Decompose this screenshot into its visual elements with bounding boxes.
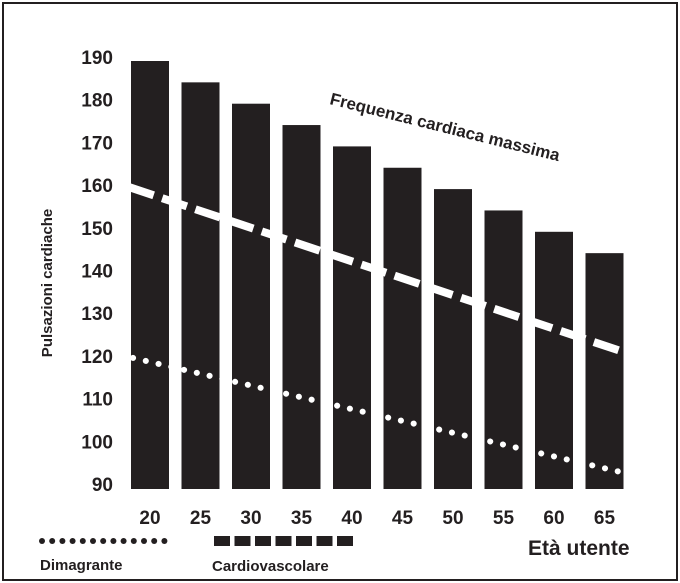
bars-group <box>131 61 624 490</box>
bar-50 <box>434 189 472 489</box>
x-tick-35: 35 <box>291 508 313 529</box>
x-tick-20: 20 <box>139 508 160 529</box>
legend-dot <box>39 538 45 544</box>
y-axis-label: Pulsazioni cardiache <box>39 209 56 357</box>
bar-30 <box>232 103 270 489</box>
y-tick-110: 110 <box>82 390 113 411</box>
legend-cardiovascolare-swatch <box>214 536 353 546</box>
y-tick-150: 150 <box>81 219 113 240</box>
bar-35 <box>282 125 321 490</box>
x-tick-30: 30 <box>240 508 261 529</box>
legend-dot <box>100 538 107 544</box>
y-tick-120: 120 <box>81 347 113 368</box>
legend-dot <box>120 538 127 544</box>
legend-dimagrante-label: Dimagrante <box>40 557 123 574</box>
legend-dot <box>130 538 137 544</box>
legend-dot <box>90 538 96 544</box>
legend-dot <box>161 538 168 544</box>
legend: Dimagrante Cardiovascolare <box>39 536 353 575</box>
y-tick-130: 130 <box>81 304 113 325</box>
x-tick-55: 55 <box>493 508 515 529</box>
y-tick-140: 140 <box>81 262 113 283</box>
y-tick-90: 90 <box>92 475 113 496</box>
legend-dash <box>337 536 353 546</box>
dimagrante-line <box>130 354 675 488</box>
legend-dot <box>69 538 76 544</box>
x-tick-65: 65 <box>594 508 616 529</box>
bar-65 <box>585 253 624 489</box>
x-tick-40: 40 <box>341 508 362 529</box>
lines-group <box>127 183 675 488</box>
legend-dash <box>316 536 333 546</box>
x-tick-45: 45 <box>392 508 414 529</box>
bar-60 <box>535 231 573 490</box>
legend-dash <box>255 536 271 546</box>
legend-dash <box>296 536 312 546</box>
legend-dimagrante-swatch <box>39 538 168 544</box>
x-axis-label: Età utente <box>528 537 630 560</box>
legend-dot <box>59 538 66 544</box>
legend-dash <box>275 536 292 546</box>
bar-40 <box>333 146 371 489</box>
x-tick-60: 60 <box>543 508 564 529</box>
legend-cardiovascolare-label: Cardiovascolare <box>212 558 329 575</box>
legend-dot <box>151 538 158 544</box>
y-tick-180: 180 <box>81 91 113 112</box>
legend-dash <box>234 536 251 546</box>
ticks-group: 90 100 110 120 130 140 150 160 170 180 190 20 25 30 35… <box>81 48 615 529</box>
bar-25 <box>181 82 220 489</box>
legend-dot <box>79 538 86 544</box>
legend-dash <box>214 536 230 546</box>
legend-dot <box>110 538 117 544</box>
bar-45 <box>383 167 422 489</box>
legend-dot <box>141 538 147 544</box>
y-tick-100: 100 <box>81 432 113 453</box>
y-tick-190: 190 <box>81 48 113 69</box>
legend-dot <box>49 538 56 544</box>
bar-20 <box>131 61 169 489</box>
y-tick-170: 170 <box>81 133 113 154</box>
y-tick-160: 160 <box>81 176 113 197</box>
x-tick-50: 50 <box>442 508 463 529</box>
x-tick-25: 25 <box>190 508 212 529</box>
cardiovascolare-line <box>127 183 674 372</box>
